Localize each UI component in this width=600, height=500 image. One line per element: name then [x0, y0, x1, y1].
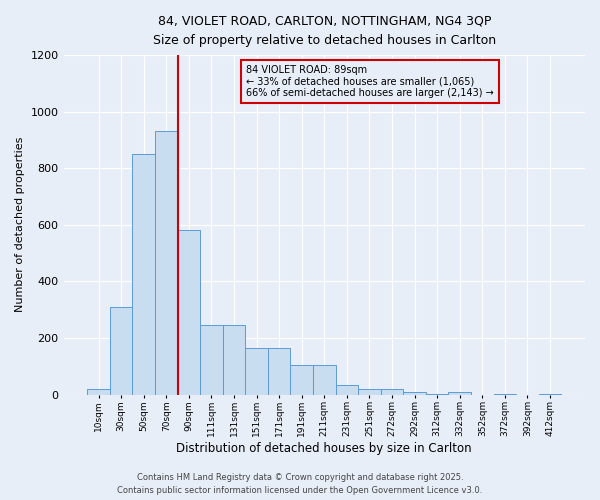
Bar: [87, 389, 110, 394]
Bar: [448, 392, 471, 394]
Text: Contains HM Land Registry data © Crown copyright and database right 2025.
Contai: Contains HM Land Registry data © Crown c…: [118, 474, 482, 495]
Bar: [223, 325, 245, 394]
Bar: [245, 348, 268, 395]
Bar: [155, 132, 178, 394]
Bar: [200, 325, 223, 394]
Bar: [358, 389, 381, 394]
Text: 84 VIOLET ROAD: 89sqm
← 33% of detached houses are smaller (1,065)
66% of semi-d: 84 VIOLET ROAD: 89sqm ← 33% of detached …: [246, 66, 494, 98]
Bar: [335, 384, 358, 394]
Y-axis label: Number of detached properties: Number of detached properties: [15, 137, 25, 312]
Bar: [290, 365, 313, 394]
X-axis label: Distribution of detached houses by size in Carlton: Distribution of detached houses by size …: [176, 442, 472, 455]
Bar: [268, 348, 290, 395]
Bar: [403, 392, 426, 394]
Bar: [178, 230, 200, 394]
Bar: [313, 365, 335, 394]
Bar: [381, 390, 403, 394]
Bar: [110, 307, 133, 394]
Title: 84, VIOLET ROAD, CARLTON, NOTTINGHAM, NG4 3QP
Size of property relative to detac: 84, VIOLET ROAD, CARLTON, NOTTINGHAM, NG…: [153, 15, 496, 47]
Bar: [133, 154, 155, 394]
